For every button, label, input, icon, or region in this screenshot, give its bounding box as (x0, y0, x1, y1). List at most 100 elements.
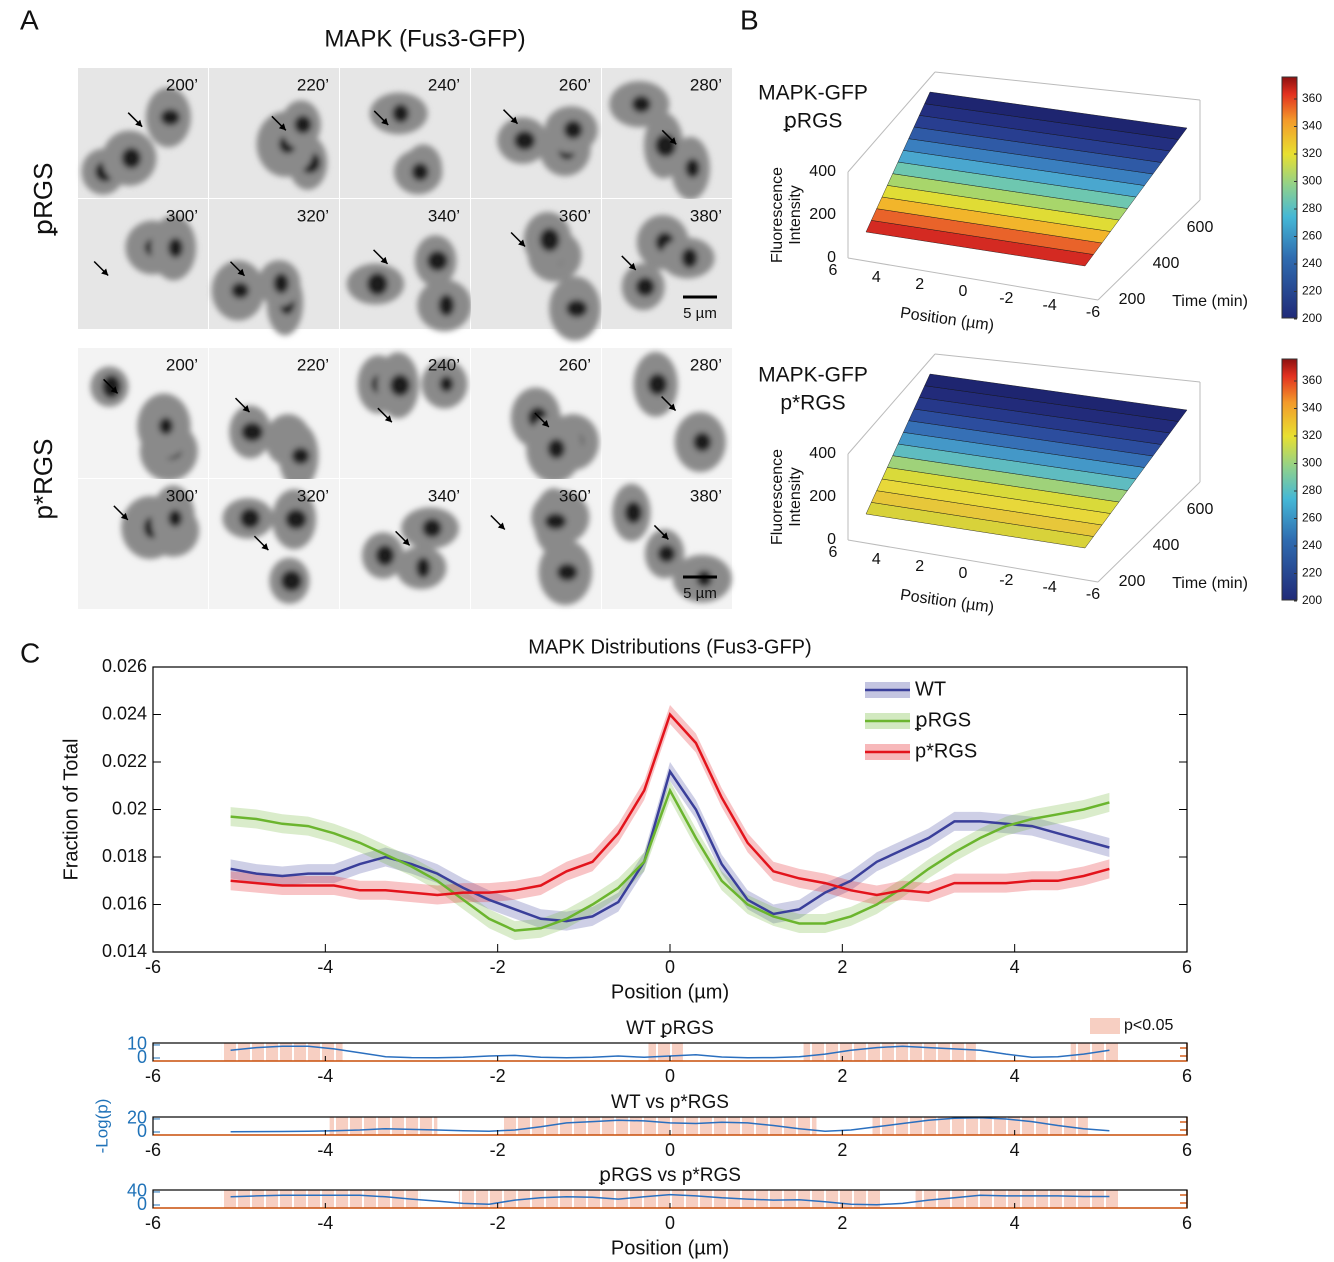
nucleus (158, 417, 174, 435)
micrograph: 340’ (340, 199, 472, 332)
y-axis-label: -Log(p) (92, 1099, 111, 1154)
x-tick-label: 4 (1010, 1066, 1020, 1086)
y-tick-label: 600 (1187, 219, 1214, 236)
colorbar-tick-label: 240 (1302, 256, 1322, 270)
cells (211, 260, 304, 336)
chart-title: ꝑRGS vs p*RGS (598, 1165, 741, 1186)
y-tick-label: 0.014 (102, 941, 147, 961)
x-tick-label: 2 (837, 1140, 847, 1160)
micrograph: 360’ (471, 199, 601, 341)
colorbar (1281, 76, 1298, 319)
nucleus (547, 438, 566, 459)
arrow-head (510, 116, 518, 124)
nucleus (624, 501, 643, 524)
nucleus (241, 422, 264, 442)
arrow-head (518, 239, 526, 247)
significance-span (648, 1043, 683, 1061)
legend-label: ꝑRGS (914, 709, 971, 731)
x-tick-label: -6 (145, 1066, 161, 1086)
time-label: 380’ (690, 486, 722, 505)
x-tick-label: 6 (829, 262, 838, 279)
nucleus (280, 570, 303, 592)
nucleus (685, 158, 700, 178)
colorbar-tick-label: 200 (1302, 311, 1322, 325)
time-label: 200’ (166, 355, 198, 374)
time-label: 360’ (559, 486, 591, 505)
surface-strip (924, 373, 1188, 422)
y-axis-label: Fraction of Total (60, 739, 82, 881)
colorbar-tick-label: 320 (1302, 146, 1322, 160)
x-tick-label: -4 (1043, 579, 1057, 596)
error-band (230, 705, 1110, 905)
x-tick-label: -2 (999, 572, 1013, 589)
x-tick-label: -4 (317, 1140, 333, 1160)
nucleus (681, 247, 698, 269)
nucleus (411, 162, 429, 182)
z-tick-label: 0 (827, 531, 836, 548)
surface-title: MAPK-GFP (758, 364, 868, 387)
cells (523, 212, 601, 341)
x-tick-label: -2 (490, 957, 506, 977)
cells (361, 507, 459, 590)
surface-strip (924, 91, 1188, 140)
time-label: 260’ (559, 75, 591, 94)
significance-span (803, 1043, 976, 1061)
nucleus (657, 544, 676, 563)
colorbar-tick-label: 300 (1302, 174, 1322, 188)
y-tick-label: 0.02 (112, 798, 147, 818)
p-value-line (230, 1116, 1110, 1133)
panel-label: B (740, 4, 759, 35)
nucleus (375, 544, 395, 567)
nucleus (422, 518, 442, 538)
y-tick-label: 10 (127, 1034, 147, 1054)
axis-box (847, 539, 1099, 583)
x-axis-label: Position (µm) (899, 587, 995, 617)
micrograph: 300’ (78, 479, 208, 609)
x-tick-label: 0 (959, 283, 968, 300)
nucleus (556, 563, 578, 582)
arrow-head (669, 137, 677, 145)
x-tick-label: -6 (1086, 304, 1100, 321)
cells (90, 366, 198, 481)
micrograph: 220’ (209, 348, 339, 489)
colorbar-tick-label: 220 (1302, 566, 1322, 580)
nucleus (539, 228, 560, 252)
axis-box (1097, 199, 1201, 301)
arrow-head (661, 532, 669, 540)
cells (256, 100, 328, 190)
micrograph: 200’ (78, 68, 208, 198)
arrow-head (242, 405, 250, 413)
arrow-head (101, 268, 109, 276)
significance-span (329, 1117, 438, 1135)
y-tick-label: 40 (127, 1181, 147, 1201)
colorbar-tick-label: 360 (1302, 373, 1322, 387)
y-axis-label: Time (min) (1172, 293, 1248, 310)
arrow-head (384, 415, 392, 423)
colorbar-tick-label: 300 (1302, 456, 1322, 470)
cells (229, 405, 319, 489)
y-tick-label: 0 (137, 1194, 147, 1214)
surface-title: ꝑRGS (783, 110, 843, 133)
axis-box (934, 71, 1201, 101)
x-tick-label: 0 (665, 1140, 675, 1160)
time-label: 300’ (166, 486, 198, 505)
micrograph: 260’ (471, 68, 601, 198)
cells (612, 483, 732, 603)
x-tick-label: -2 (490, 1140, 506, 1160)
chart-title: MAPK Distributions (Fus3-GFP) (528, 636, 811, 658)
z-tick-label: 200 (809, 488, 836, 505)
axis-box (847, 353, 936, 455)
x-tick-label: -2 (490, 1066, 506, 1086)
time-label: 240’ (428, 75, 460, 94)
colorbar-tick-label: 340 (1302, 401, 1322, 415)
micrograph: 260’ (471, 348, 601, 483)
z-tick-label: 400 (809, 445, 836, 462)
series-line (230, 712, 1110, 897)
x-tick-label: 0 (665, 957, 675, 977)
p-value-line (230, 1193, 1110, 1206)
y-tick-label: 0.016 (102, 893, 147, 913)
colorbar-tick-label: 260 (1302, 229, 1322, 243)
nucleus (544, 513, 567, 530)
nucleus (168, 509, 183, 527)
cells (621, 214, 715, 311)
